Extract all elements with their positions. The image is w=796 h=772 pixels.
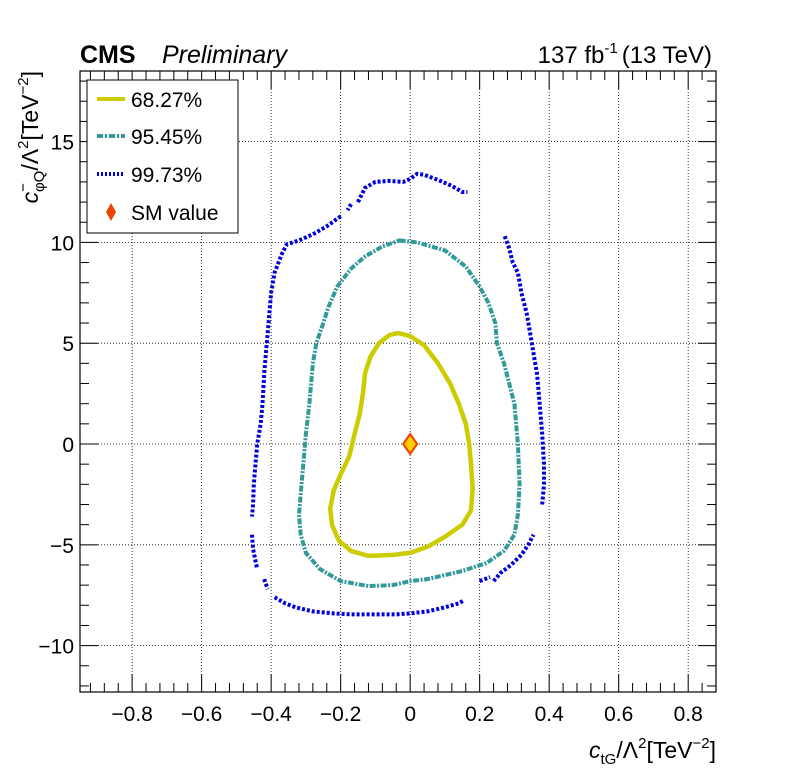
y-tick-label: 15	[51, 132, 74, 155]
x-tick-label: 0.6	[604, 703, 633, 726]
y-tick-label: 0	[62, 434, 74, 457]
experiment-label: CMS	[80, 41, 136, 69]
x-slash: /Λ	[616, 737, 638, 763]
y-tick-label: −5	[50, 535, 74, 558]
x-close: ]	[710, 737, 716, 763]
y-sq: 2	[15, 141, 32, 149]
legend-label-68: 68.27%	[131, 89, 202, 112]
sm-value-marker	[401, 432, 419, 456]
contour-9973-5	[273, 595, 465, 617]
lumi-label: 137 fb-1 (13 TeV)	[538, 40, 712, 69]
contour-9973-0	[356, 171, 468, 203]
y-sup: −	[15, 183, 32, 192]
y-axis-title: c−φQ/Λ2[TeV−2]	[15, 71, 48, 203]
y-unit: [TeV	[17, 94, 43, 141]
contour-9973-8	[502, 233, 546, 505]
x-tick-label: 0.2	[465, 703, 494, 726]
energy-label: (13 TeV)	[622, 42, 712, 69]
contour-9973-3	[250, 534, 260, 570]
plot-frame	[79, 70, 717, 693]
y-tick-label: 5	[62, 333, 74, 356]
x-tick-label: 0	[404, 703, 416, 726]
contour-6827-0	[327, 330, 475, 559]
y-exp: −2	[15, 77, 32, 94]
x-tick-label: −0.8	[111, 703, 152, 726]
contour-9973-7	[492, 533, 536, 583]
contour-9973-6	[478, 575, 491, 583]
y-close: ]	[17, 71, 43, 77]
y-tick-label: −10	[38, 636, 74, 659]
lumi-unit: fb	[584, 42, 604, 69]
x-tick-label: −0.4	[250, 703, 292, 726]
contour-9973-2	[250, 214, 342, 517]
sm-marker-layer	[401, 432, 419, 456]
legend-label-95: 95.45%	[131, 126, 202, 149]
y-tick-label: 10	[51, 232, 74, 255]
x-tick-label: −0.6	[181, 703, 222, 726]
tick-labels: −0.8 −0.6 −0.4 −0.2 0 0.2 0.4 0.6 0.8 −10 −5 0 5 10 15	[38, 132, 702, 726]
legend: 68.27% 95.45% 99.73% SM value	[86, 79, 239, 234]
contour-9973-4	[262, 578, 270, 590]
x-tick-label: 0.8	[674, 703, 703, 726]
x-tick-label: −0.2	[320, 703, 361, 726]
legend-swatch-sm	[106, 203, 116, 221]
contours	[250, 171, 546, 617]
contour-9545-0	[297, 238, 522, 589]
lumi-value: 137	[538, 42, 578, 69]
x-unit: [TeV	[646, 737, 693, 763]
y-sub: φQ	[31, 171, 48, 192]
legend-label-sm: SM value	[131, 202, 219, 225]
x-sym: c	[589, 737, 601, 763]
y-sym: c	[17, 191, 43, 203]
x-exp: −2	[693, 735, 710, 752]
x-sub: tG	[601, 751, 617, 768]
x-tick-label: 0.4	[535, 703, 565, 726]
y-slash: /Λ	[17, 148, 43, 170]
status-label: Preliminary	[162, 41, 289, 69]
x-sq: 2	[638, 735, 646, 752]
x-axis-title: ctG/Λ2[TeV−2]	[589, 735, 716, 768]
contour-9973-1	[345, 203, 353, 212]
lumi-exp: -1	[604, 40, 617, 57]
legend-label-99: 99.73%	[131, 164, 202, 187]
